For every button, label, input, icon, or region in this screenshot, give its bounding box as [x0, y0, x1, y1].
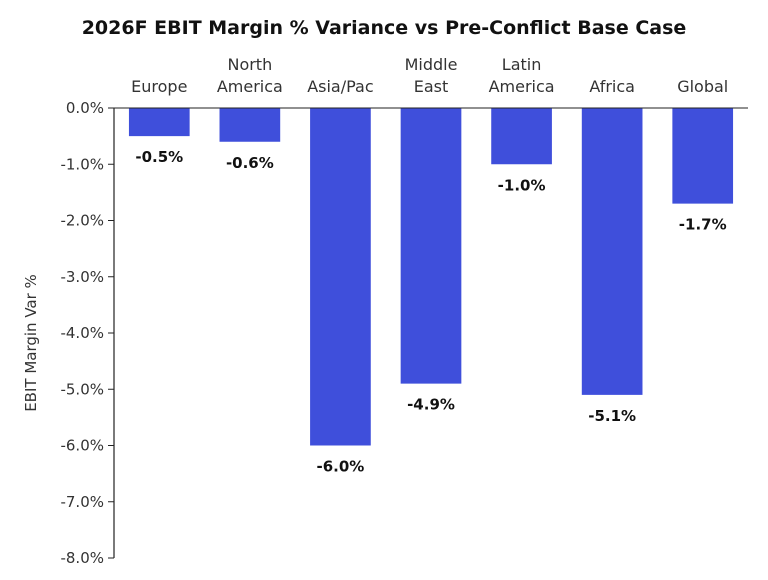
data-label: -6.0%	[317, 458, 365, 476]
category-label: North	[227, 55, 272, 74]
category-label: Latin	[502, 55, 542, 74]
y-tick-label: -1.0%	[60, 155, 104, 173]
data-label: -4.9%	[407, 396, 455, 414]
chart-title: 2026F EBIT Margin % Variance vs Pre-Conf…	[82, 17, 687, 39]
category-label: America	[489, 77, 555, 96]
category-label: East	[414, 77, 449, 96]
y-tick-label: -8.0%	[60, 549, 104, 567]
category-label: Global	[677, 77, 728, 96]
y-tick-label: -6.0%	[60, 437, 104, 455]
bar	[491, 108, 552, 165]
bar	[400, 108, 462, 384]
y-axis-ticks: 0.0% -1.0% -2.0% -3.0% -4.0% -5.0% -6.0% -7.0% -…	[60, 99, 114, 567]
y-tick-label: -3.0%	[60, 268, 104, 286]
bars	[128, 108, 734, 446]
data-labels: -0.5% -0.6% -6.0% -4.9% -1.0% -5.1% -1.7%	[135, 148, 726, 475]
data-label: -1.7%	[679, 216, 727, 234]
category-label: Europe	[131, 77, 187, 96]
data-label: -1.0%	[498, 176, 546, 194]
category-labels: Europe North America Asia/Pac Middle East Lati…	[131, 55, 728, 96]
y-tick-label: -4.0%	[60, 324, 104, 342]
bar	[310, 108, 371, 446]
data-label: -5.1%	[588, 407, 636, 425]
category-label: Middle	[405, 55, 458, 74]
bar	[128, 108, 190, 137]
bar	[219, 108, 281, 142]
data-label: -0.5%	[135, 148, 183, 166]
y-tick-label: -5.0%	[60, 380, 104, 398]
y-tick-label: -7.0%	[60, 493, 104, 511]
category-label: America	[217, 77, 283, 96]
data-label: -0.6%	[226, 154, 274, 172]
category-label: Asia/Pac	[307, 77, 373, 96]
y-tick-label: -2.0%	[60, 212, 104, 230]
bar	[672, 108, 734, 204]
bar	[581, 108, 643, 395]
y-tick-label: 0.0%	[66, 99, 104, 117]
category-label: Africa	[589, 77, 635, 96]
y-axis-title: EBIT Margin Var %	[22, 274, 40, 412]
